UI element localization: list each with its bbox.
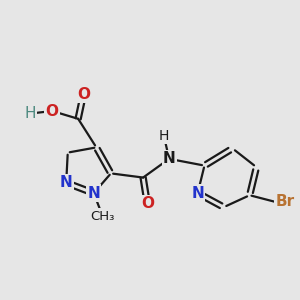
Text: N: N: [191, 186, 204, 201]
Text: CH₃: CH₃: [90, 209, 115, 223]
Text: N: N: [163, 151, 176, 166]
Text: N: N: [60, 175, 73, 190]
Text: H: H: [159, 129, 169, 143]
Text: O: O: [46, 103, 59, 118]
Text: O: O: [77, 87, 90, 102]
Text: H: H: [24, 106, 36, 121]
Text: O: O: [141, 196, 154, 211]
Text: N: N: [87, 186, 100, 201]
Text: Br: Br: [276, 194, 295, 209]
